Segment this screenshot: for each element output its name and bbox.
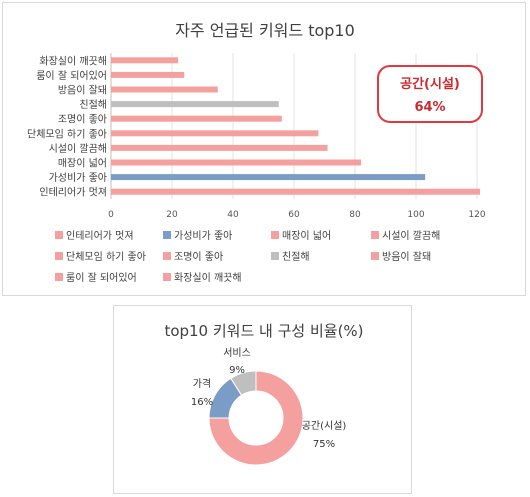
bar [111,86,218,93]
category-label: 룸이 잘 되어있어 [36,70,107,82]
legend-swatch [55,273,63,281]
category-label: 단체모임 하기 좋아 [27,127,107,140]
legend-swatch [271,231,279,239]
bar [111,159,362,166]
category-label: 조명이 좋아 [58,114,107,126]
slice-label-price-name: 가격 [193,377,211,390]
legend-swatch [271,252,279,260]
keyword-bar-chart-panel: 자주 언급된 키워드 top10 인테리어가 멋져 가성비가 좋아 매장이 넓어 시설… [2,2,526,296]
slice-label-service-value: 9% [229,365,245,376]
category-label: 방음이 잘돼 [58,85,107,97]
legend-entry: 매장이 넓어 [282,230,331,242]
category-label: 시설이 깔끔해 [49,142,107,155]
x-tick-label: 0 [108,210,114,220]
category-label: 매장이 넓어 [58,158,107,170]
callout-box: 공간(시설) 64% [377,65,483,123]
legend-entry: 가성비가 좋아 [174,230,232,242]
legend-swatch [163,231,171,239]
legend-entry: 단체모임 하기 좋아 [66,250,146,263]
legend-entry: 방음이 잘돼 [382,251,431,263]
legend-entry: 조명이 좋아 [174,251,223,263]
bar [111,101,279,108]
callout-value: 64% [414,100,445,115]
composition-donut-chart: top10 키워드 내 구성 비율(%) 서비스 9% 가격 16% 공간(시설… [164,322,364,466]
legend-swatch [55,252,63,260]
legend-swatch [371,231,379,239]
bar-chart-title: 자주 언급된 키워드 top10 [175,21,355,40]
legend-swatch [163,252,171,260]
bar [111,174,426,181]
legend-swatch [163,273,171,281]
x-tick-label: 80 [349,210,361,220]
category-label: 가성비가 좋아 [49,172,107,184]
callout-label: 공간(시설) [400,76,460,92]
legend-entry: 인테리어가 멋져 [66,230,134,242]
bar [111,57,179,64]
donut-slice-service [230,370,257,396]
bar [111,115,282,122]
category-label: 친절해 [79,98,107,111]
legend-entry: 시설이 깔끔해 [382,229,440,242]
slice-label-service-name: 서비스 [223,347,251,359]
bar [111,144,328,151]
callout-border [377,65,483,123]
x-tick-label: 40 [227,210,239,220]
pie-chart-title: top10 키워드 내 구성 비율(%) [164,322,363,340]
slice-label-price-value: 16% [191,397,213,408]
legend-entry: 화장실이 깨끗해 [174,271,242,284]
bar [111,188,481,195]
legend-swatch [55,231,63,239]
legend-entry: 룸이 잘 되어있어 [66,272,137,284]
x-tick-label: 20 [166,210,178,220]
legend-swatch [371,252,379,260]
slice-label-space-value: 75% [313,439,335,450]
bar [111,130,319,137]
composition-pie-chart-panel: top10 키워드 내 구성 비율(%) 서비스 9% 가격 16% 공간(시설… [113,305,412,494]
x-tick-label: 100 [407,210,424,220]
category-label: 인테리어가 멋져 [39,187,107,199]
bar [111,71,185,78]
x-tick-label: 120 [468,210,485,220]
x-tick-label: 60 [288,210,300,220]
slice-label-space-name: 공간(시설) [302,420,347,432]
category-label: 화장실이 깨끗해 [39,54,107,67]
legend-entry: 친절해 [282,250,310,263]
donut-slice-space [208,370,304,466]
